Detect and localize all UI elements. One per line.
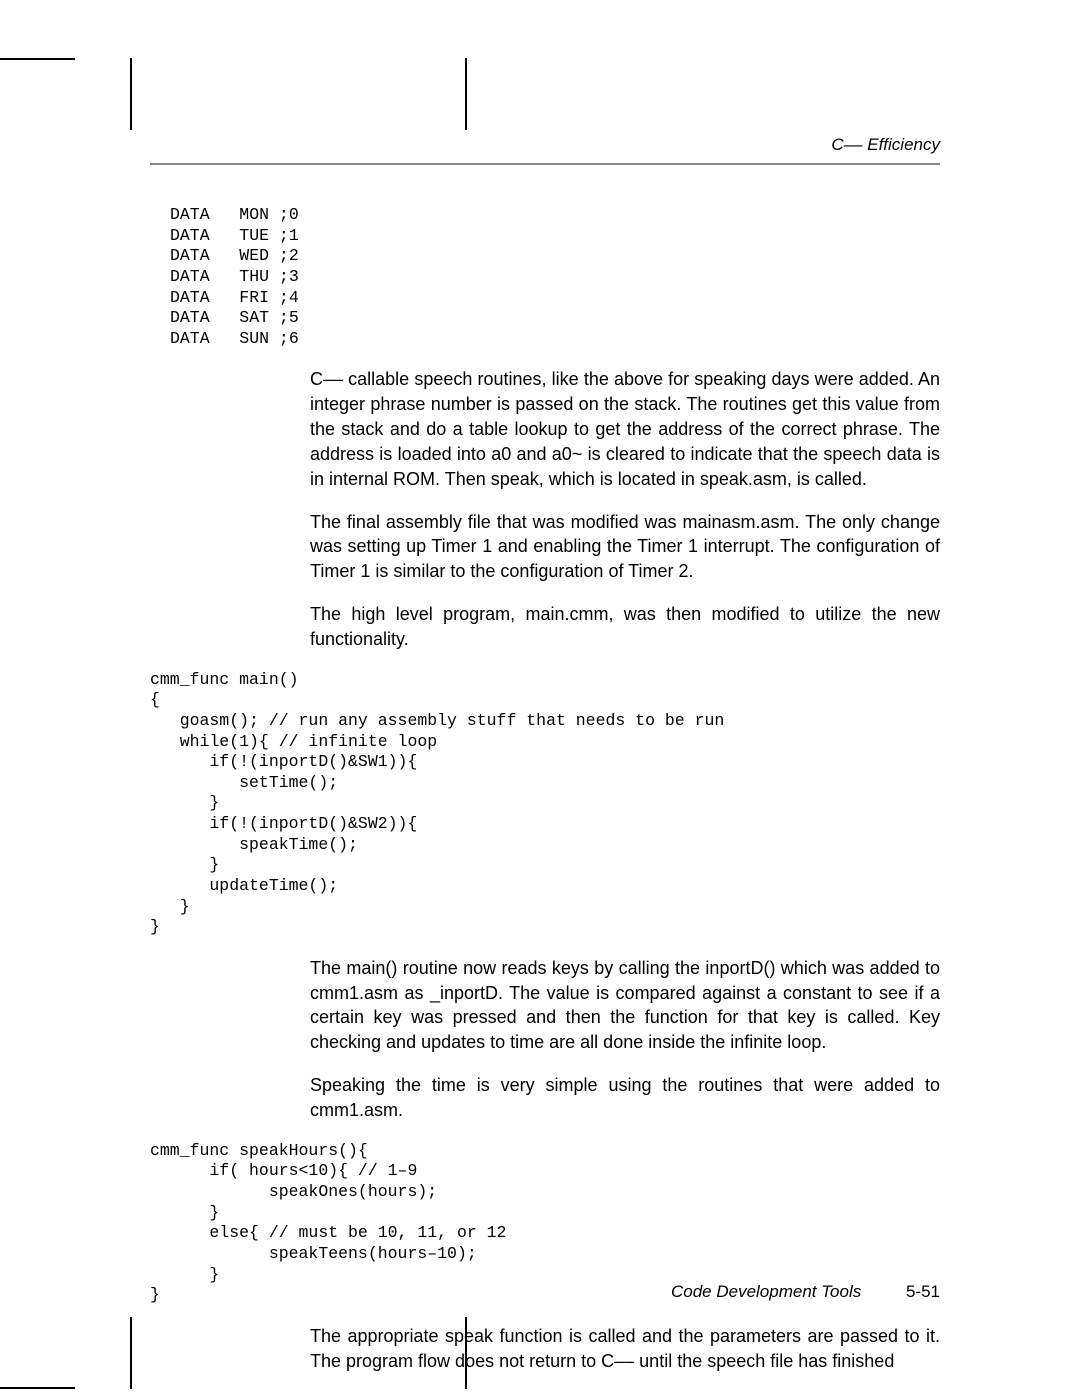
crop-mark [0, 58, 75, 60]
paragraph: The main() routine now reads keys by cal… [310, 956, 940, 1055]
code-block-main-func: cmm_func main() { goasm(); // run any as… [150, 670, 940, 938]
crop-mark [465, 58, 467, 130]
paragraph: The high level program, main.cmm, was th… [310, 602, 940, 652]
body-column: The appropriate speak function is called… [310, 1324, 940, 1374]
body-column: C–– callable speech routines, like the a… [310, 367, 940, 651]
body-column: The main() routine now reads keys by cal… [310, 956, 940, 1123]
paragraph: C–– callable speech routines, like the a… [310, 367, 940, 491]
page-footer: Code Development Tools 5-51 [150, 1282, 940, 1302]
crop-mark [130, 1317, 132, 1389]
running-head: C–– Efficiency [150, 135, 940, 165]
footer-title: Code Development Tools [671, 1282, 861, 1301]
code-block-speak-hours: cmm_func speakHours(){ if( hours<10){ //… [150, 1141, 940, 1306]
paragraph: The final assembly file that was modifie… [310, 510, 940, 584]
page-content: C–– Efficiency DATA MON ;0 DATA TUE ;1 D… [150, 135, 940, 1391]
crop-mark [130, 58, 132, 130]
crop-mark [0, 1387, 75, 1389]
paragraph: The appropriate speak function is called… [310, 1324, 940, 1374]
code-block-data-days: DATA MON ;0 DATA TUE ;1 DATA WED ;2 DATA… [170, 205, 940, 349]
footer-page-number: 5-51 [906, 1282, 940, 1301]
paragraph: Speaking the time is very simple using t… [310, 1073, 940, 1123]
